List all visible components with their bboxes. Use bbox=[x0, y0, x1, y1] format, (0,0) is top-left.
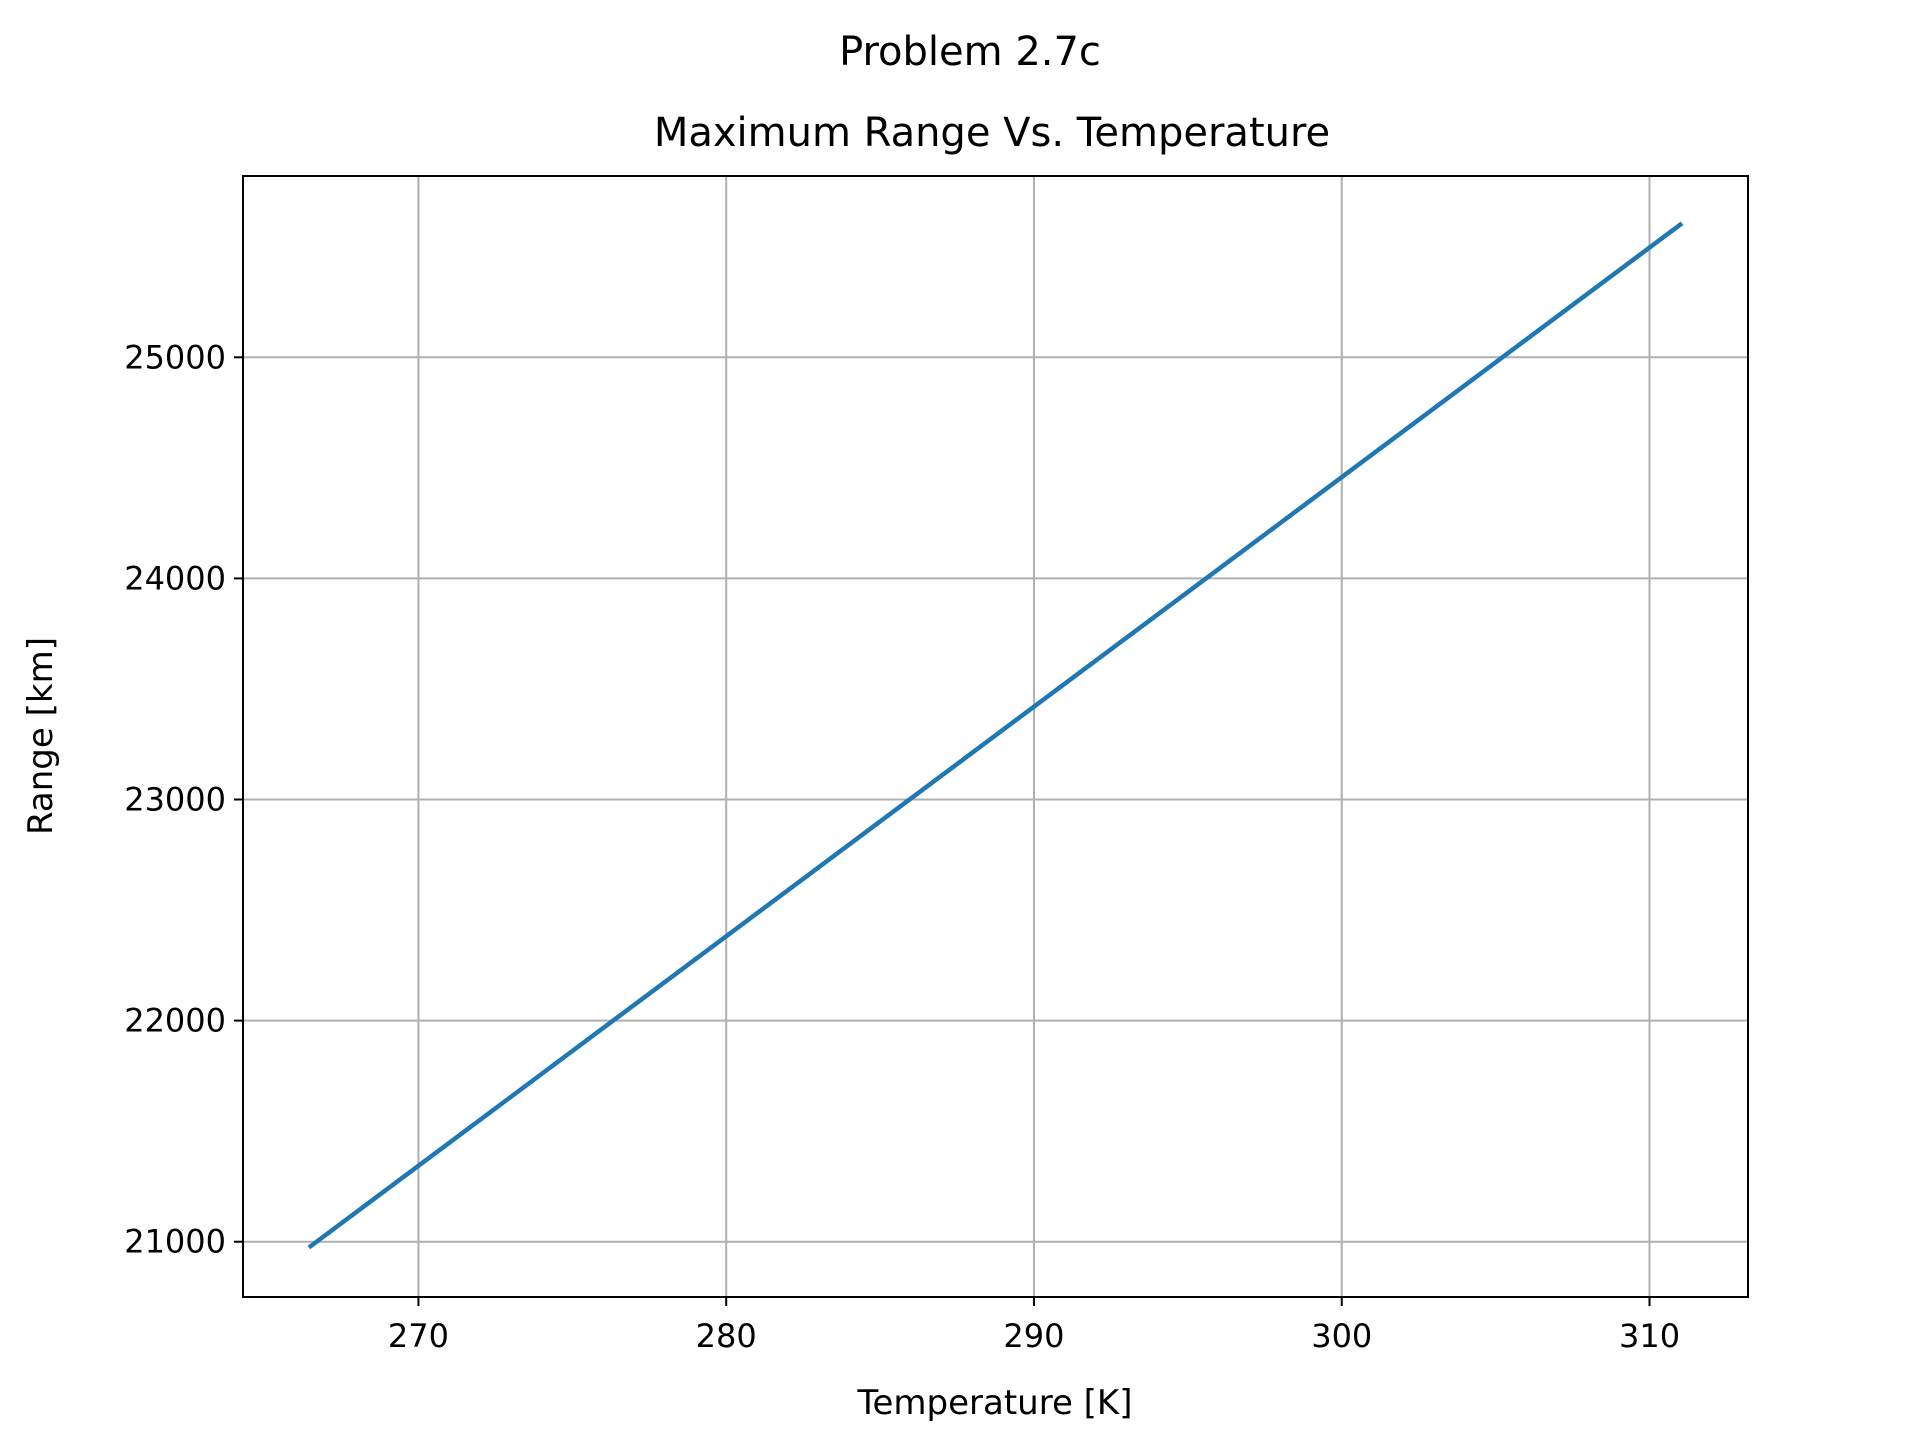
x-tick-label: 280 bbox=[696, 1317, 757, 1355]
y-tick-label: 21000 bbox=[124, 1223, 226, 1261]
x-tick-label: 300 bbox=[1311, 1317, 1372, 1355]
x-tick-label: 290 bbox=[1003, 1317, 1064, 1355]
series-line bbox=[307, 221, 1684, 1250]
plot-frame bbox=[242, 175, 1749, 1298]
x-axis: 270 280 290 300 310 bbox=[388, 1297, 1680, 1355]
grid-lines bbox=[243, 176, 1748, 1297]
y-axis-label: Range [km] bbox=[21, 637, 61, 835]
y-tick-label: 23000 bbox=[124, 781, 226, 819]
x-axis-label: Temperature [K] bbox=[856, 1383, 1132, 1423]
chart-suptitle: Problem 2.7c bbox=[839, 29, 1101, 75]
x-tick-label: 310 bbox=[1619, 1317, 1680, 1355]
y-tick-label: 24000 bbox=[124, 559, 226, 597]
y-tick-label: 22000 bbox=[124, 1002, 226, 1040]
y-axis: 21000 22000 23000 24000 25000 bbox=[124, 338, 243, 1261]
y-tick-label: 25000 bbox=[124, 338, 226, 376]
x-tick-label: 270 bbox=[388, 1317, 449, 1355]
series-layer bbox=[307, 221, 1684, 1250]
chart-title: Maximum Range Vs. Temperature bbox=[654, 110, 1330, 156]
